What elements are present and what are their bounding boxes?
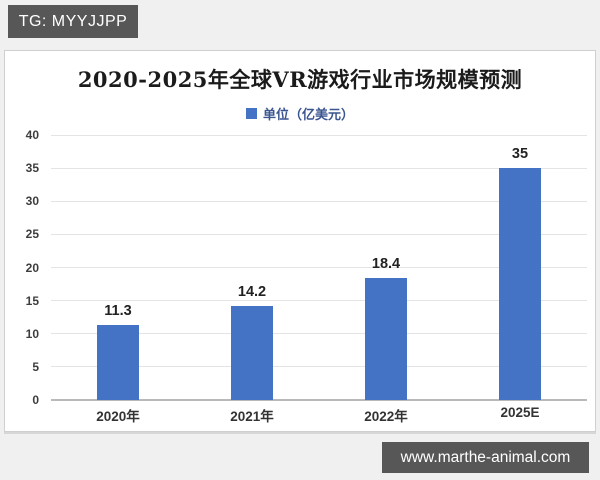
chart-card: 2020-2025年全球VR游戏行业市场规模预测 单位（亿美元） 0 5 10 15 2… <box>4 50 596 432</box>
legend-label: 单位（亿美元） <box>262 107 354 122</box>
legend-swatch-icon <box>245 108 257 119</box>
chart-title: 2020-2025年全球VR游戏行业市场规模预测 <box>77 67 523 92</box>
watermark-telegram-badge: TG: MYYJJPP <box>8 5 138 38</box>
gridline <box>51 267 587 268</box>
y-axis: 0 5 10 15 20 25 30 35 40 <box>5 128 45 407</box>
x-axis: 2020年 2021年 2022年 2025E <box>51 405 587 427</box>
y-tick-label: 5 <box>32 359 39 374</box>
gridline <box>51 300 587 302</box>
gridline <box>51 200 587 202</box>
plot-area: 11.3 14.2 18.4 35 <box>51 134 587 401</box>
y-tick-label: 30 <box>25 194 39 209</box>
bar-value-label: 11.3 <box>104 303 132 320</box>
y-tick-label: 10 <box>25 326 39 341</box>
y-tick-label: 20 <box>25 260 39 275</box>
bar-2020年 <box>97 325 139 400</box>
bar-2021年 <box>231 305 273 400</box>
y-tick-label: 40 <box>25 128 39 142</box>
gridline <box>51 333 587 335</box>
x-tick-label: 2020年 <box>96 409 140 424</box>
bar-2025E <box>499 168 541 400</box>
x-tick-label: 2021年 <box>230 409 274 424</box>
bar-value-label: 35 <box>511 146 529 163</box>
bar-value-label: 14.2 <box>237 283 267 300</box>
gridline <box>51 233 587 235</box>
gridline <box>51 134 587 136</box>
x-tick-label: 2025E <box>500 405 540 420</box>
x-tick-label: 2022年 <box>364 409 408 424</box>
watermark-website-badge: www.marthe-animal.com <box>382 442 589 473</box>
y-tick-label: 25 <box>25 227 39 242</box>
gridline <box>51 366 587 368</box>
chart-legend: 单位（亿美元） <box>5 104 595 123</box>
y-tick-label: 15 <box>25 293 39 308</box>
bar-value-label: 18.4 <box>371 256 401 273</box>
y-tick-label: 0 <box>32 393 39 407</box>
bar-2022年 <box>365 278 407 400</box>
gridline <box>51 167 587 169</box>
y-tick-label: 35 <box>25 161 39 176</box>
x-axis-baseline <box>51 399 587 401</box>
